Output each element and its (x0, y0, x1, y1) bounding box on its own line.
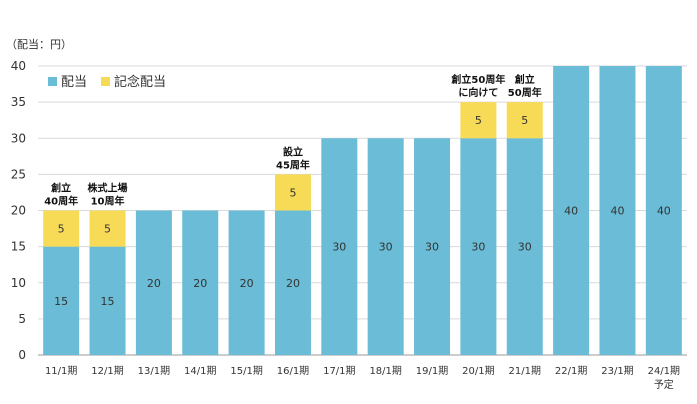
annotation-label: 設立 (283, 145, 303, 158)
unit-label: （配当：円） (6, 37, 72, 51)
bar-value-label: 30 (379, 241, 393, 254)
x-tick-label: 14/1期 (184, 365, 216, 377)
bar-commemorative (274, 174, 311, 211)
bar-dividend (89, 246, 126, 355)
y-tick-label: 10 (11, 276, 26, 290)
annotation-label: に向けて (458, 86, 498, 99)
annotation-label: 創立50周年 (450, 73, 505, 86)
bar-value-label: 20 (240, 277, 254, 290)
x-tick-label: 18/1期 (369, 365, 401, 377)
x-tick-label: 15/1期 (230, 365, 262, 377)
bar-value-label: 5 (104, 223, 111, 236)
bar-value-label: 15 (101, 295, 115, 308)
bar-value-label: 15 (54, 295, 68, 308)
bar-dividend (274, 210, 311, 355)
x-tick-label: 19/1期 (416, 365, 448, 377)
y-tick-label: 5 (18, 312, 26, 326)
x-tick-label: 11/1期 (45, 365, 77, 377)
bar-value-label: 40 (610, 205, 624, 218)
x-tick-label: 20/1期 (462, 365, 494, 377)
bar-dividend (228, 210, 265, 355)
bar-value-label: 30 (471, 241, 485, 254)
bar-value-label: 40 (564, 205, 578, 218)
legend-label: 配当 (61, 75, 87, 90)
bar-dividend (414, 138, 451, 355)
annotation-label: 株式上場 (88, 182, 128, 195)
bar-value-label: 40 (657, 205, 671, 218)
x-tick-label: 22/1期 (555, 365, 587, 377)
y-tick-label: 40 (11, 59, 26, 73)
bar-value-label: 30 (518, 241, 532, 254)
y-tick-label: 0 (18, 348, 26, 362)
x-tick-label: 17/1期 (323, 365, 355, 377)
bar-value-label: 5 (475, 114, 482, 127)
y-tick-label: 35 (11, 95, 26, 109)
bar-dividend (460, 138, 497, 355)
y-tick-label: 20 (11, 204, 26, 218)
x-tick-label: 13/1期 (138, 365, 170, 377)
bar-value-label: 30 (332, 241, 346, 254)
legend-label: 記念配当 (114, 74, 166, 90)
bar-value-label: 20 (193, 277, 207, 290)
bar-value-label: 20 (286, 277, 300, 290)
legend-swatch (48, 77, 57, 86)
x-tick-label: 21/1期 (509, 365, 541, 377)
legend-swatch (101, 77, 110, 86)
bar-commemorative (43, 210, 80, 247)
bar-dividend (135, 210, 172, 355)
bar-commemorative (506, 102, 543, 139)
bar-dividend (506, 138, 543, 355)
bar-commemorative (89, 210, 126, 247)
bar-value-label: 5 (289, 186, 296, 199)
bar-dividend (182, 210, 219, 355)
x-tick-label: 23/1期 (601, 365, 633, 377)
bar-dividend (645, 66, 682, 355)
bar-value-label: 20 (147, 277, 161, 290)
annotation-label: 10周年 (91, 195, 125, 208)
bar-value-label: 5 (58, 223, 65, 236)
y-tick-label: 25 (11, 167, 26, 181)
annotation-label: 40周年 (44, 195, 78, 208)
annotation-label: 50周年 (508, 86, 542, 99)
annotation-label: 創立 (50, 182, 71, 195)
x-tick-label: 12/1期 (91, 365, 123, 377)
bar-dividend (599, 66, 636, 355)
bar-dividend (367, 138, 404, 355)
annotation-label: 45周年 (276, 158, 310, 171)
annotation-label: 創立 (514, 73, 535, 86)
bar-commemorative (460, 102, 497, 139)
bar-dividend (321, 138, 358, 355)
y-tick-label: 15 (11, 240, 26, 254)
x-tick-label: 16/1期 (277, 365, 309, 377)
bar-dividend (43, 246, 80, 355)
y-tick-label: 30 (11, 131, 26, 145)
x-tick-sublabel: 予定 (654, 378, 674, 391)
bar-value-label: 5 (521, 114, 528, 127)
x-tick-label: 24/1期 (648, 365, 680, 377)
bar-value-label: 30 (425, 241, 439, 254)
bar-dividend (553, 66, 590, 355)
